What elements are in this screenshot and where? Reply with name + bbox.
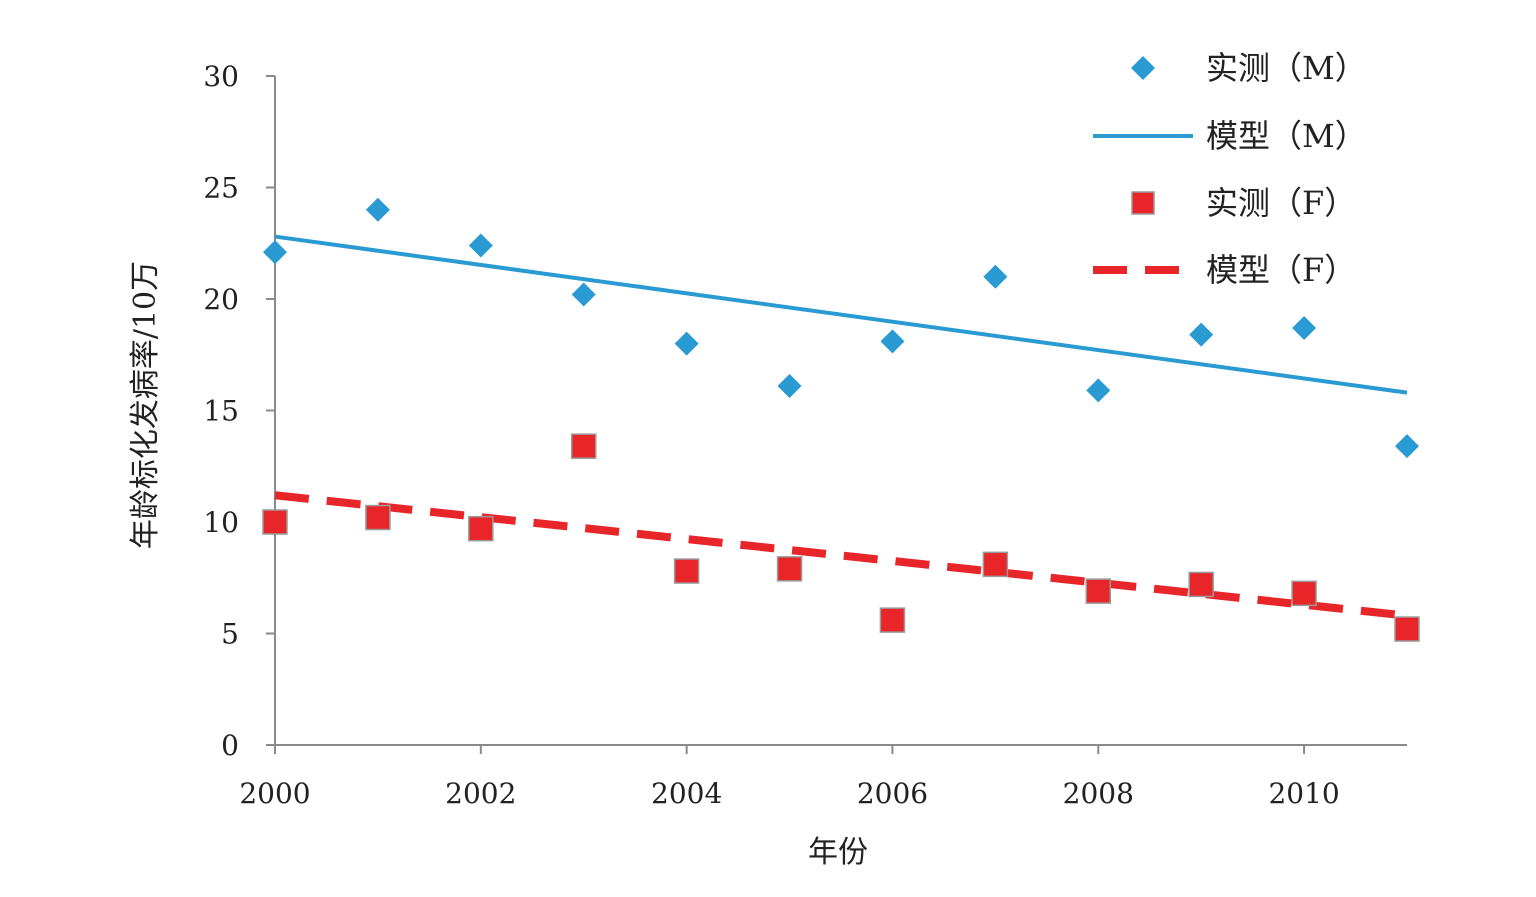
measured-f-point — [1188, 571, 1214, 598]
model-f-line — [274, 491, 1408, 620]
x-axis-title: 年份 — [808, 835, 868, 870]
model-m-line — [274, 234, 1408, 395]
measured-m-point — [1189, 322, 1214, 347]
x-tick-label: 2004 — [651, 777, 722, 810]
measured-m-point — [1395, 434, 1419, 459]
measured-m-point — [365, 197, 390, 222]
x-tick-label: 2008 — [1063, 777, 1134, 810]
y-tick-label: 15 — [203, 395, 239, 428]
legend-label: 实测（F） — [1206, 184, 1356, 222]
measured-f-point — [570, 433, 597, 459]
legend-label: 实测（M） — [1206, 49, 1367, 87]
measured-f-point — [262, 509, 288, 535]
measured-m-point — [571, 282, 596, 307]
y-tick-label: 25 — [203, 172, 239, 205]
measured-m-point — [983, 264, 1008, 289]
legend-label: 模型（F） — [1206, 251, 1356, 289]
measured-f-point — [1291, 580, 1317, 607]
x-tick-label: 2000 — [239, 777, 310, 810]
measured-f-point — [1085, 578, 1112, 604]
measured-m-point — [1292, 315, 1317, 340]
measured-f-point — [1394, 616, 1420, 642]
x-tick-label: 2010 — [1268, 777, 1339, 810]
measured-m-point — [263, 240, 287, 265]
measured-f-point — [365, 504, 391, 531]
measured-f-point — [776, 556, 803, 582]
measured-f-point — [982, 551, 1009, 578]
x-tick-label: 2006 — [857, 777, 928, 810]
legend-symbol-measured-f — [1131, 191, 1155, 215]
y-axis-title: 年龄标化发病率/10万 — [128, 261, 163, 549]
measured-m-point — [777, 373, 802, 398]
axes-layer: 0 5 10 15 20 25 30 2000 2002 2004 2006 2008 2010 — [203, 60, 1407, 810]
series-layer — [262, 197, 1420, 642]
measured-f-point — [879, 607, 906, 633]
measured-m-point — [674, 331, 699, 356]
measured-f-point — [468, 515, 494, 542]
measured-f-point — [673, 558, 700, 584]
legend-label: 模型（M） — [1206, 117, 1367, 155]
y-tick-label: 5 — [221, 618, 239, 651]
y-tick-label: 30 — [203, 60, 239, 93]
measured-m-point — [880, 329, 905, 354]
legend: 实测（M） 模型（M） 实测（F） 模型（F） — [1093, 49, 1367, 289]
y-tick-label: 20 — [203, 283, 239, 316]
measured-m-point — [1086, 378, 1111, 403]
y-tick-label: 10 — [203, 506, 239, 539]
x-tick-label: 2002 — [445, 777, 516, 810]
measured-m-point — [468, 233, 493, 258]
y-tick-label: 0 — [221, 729, 239, 762]
legend-symbol-measured-m — [1131, 56, 1155, 80]
